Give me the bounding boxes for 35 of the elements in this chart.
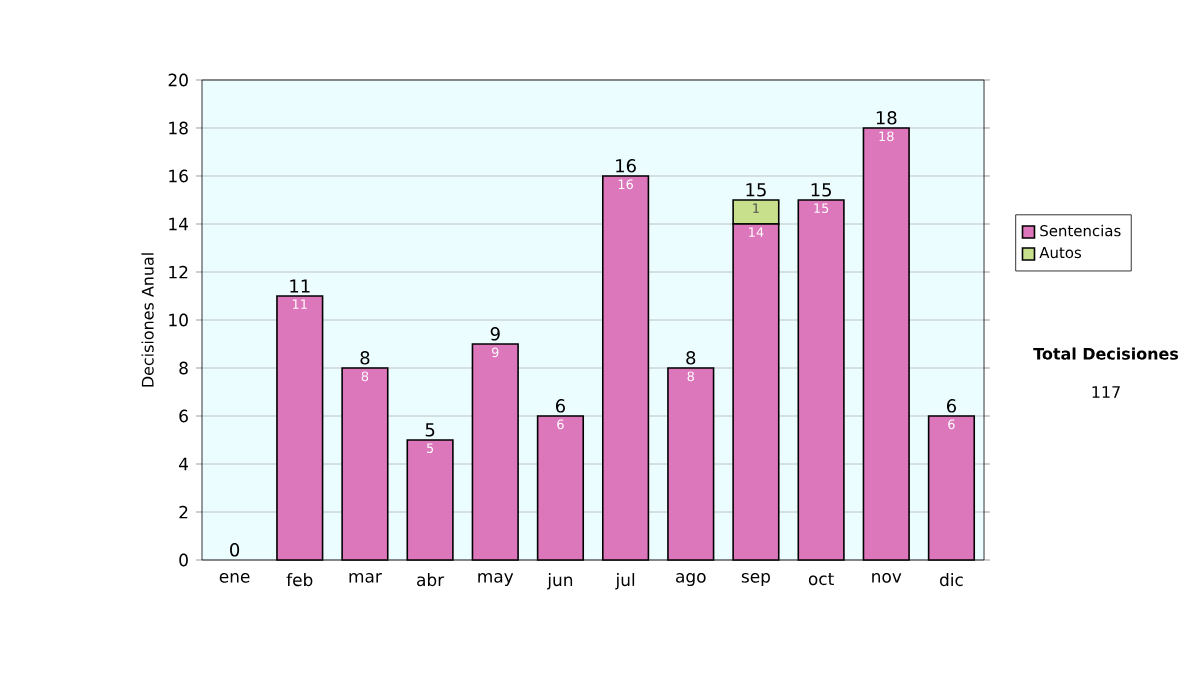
x-tick-label: may [478, 573, 514, 587]
y-tick-label: 10 [169, 313, 188, 327]
x-tick-label: abr [417, 573, 445, 587]
y-tick-label: 12 [169, 265, 188, 279]
x-tick-label: feb [286, 573, 313, 587]
total-label: 6 [555, 399, 566, 413]
total-label: 15 [746, 183, 766, 197]
x-tick-label: dic [939, 573, 963, 587]
x-tick-label: jun [547, 573, 573, 590]
y-tick-label: 8 [179, 361, 188, 375]
total-label: 8 [686, 351, 696, 365]
x-tick-label: jul [615, 573, 635, 590]
x-tick-label: nov [872, 573, 902, 583]
y-tick-label: 4 [179, 457, 189, 471]
y-tick-label: 14 [169, 217, 188, 231]
y-tick-label: 16 [169, 169, 188, 183]
total-label: 16 [616, 159, 636, 173]
total-label: 8 [360, 351, 370, 365]
x-tick-label: mar [349, 573, 382, 583]
y-tick-label: 20 [168, 73, 188, 87]
total-label: 9 [490, 327, 500, 341]
y-tick-label: 6 [179, 409, 188, 423]
total-label: 6 [946, 399, 957, 413]
total-label: 15 [811, 183, 831, 197]
total-label: 5 [425, 423, 435, 437]
x-tick-label: ene [219, 573, 250, 583]
x-tick-label: sep [741, 573, 770, 587]
y-tick-label: 0 [179, 553, 188, 567]
total-label: 18 [876, 111, 897, 125]
y-tick-label: 2 [179, 505, 188, 519]
x-tick-label: oct [808, 573, 834, 586]
total-label: 11 [290, 279, 310, 293]
y-tick-label: 18 [169, 121, 188, 135]
x-tick-label: ago [676, 573, 706, 587]
total-label: 0 [230, 543, 240, 557]
